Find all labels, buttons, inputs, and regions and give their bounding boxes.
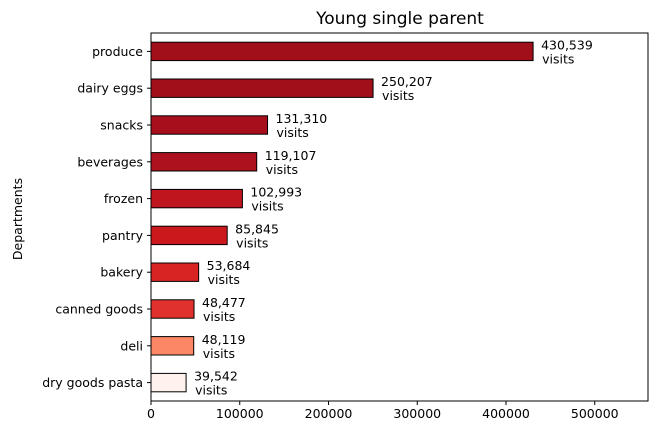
bar-snacks — [150, 115, 269, 135]
y-tick-label: beverages — [77, 154, 143, 169]
data-label-unit: visits — [203, 309, 235, 324]
data-label: 39,542 visits — [194, 369, 238, 398]
data-label-value: 53,684 — [207, 258, 251, 273]
plot-frame — [150, 32, 649, 402]
y-tick-label: produce — [92, 44, 143, 59]
data-label-value: 85,845 — [235, 221, 279, 236]
data-label: 85,845 visits — [235, 221, 279, 250]
y-tick-label: pantry — [102, 228, 144, 243]
data-label-unit: visits — [195, 383, 227, 398]
y-tick-label: canned goods — [55, 302, 143, 317]
data-label: 48,477 visits — [202, 295, 246, 324]
x-tick-label: 300000 — [393, 406, 441, 421]
data-label-unit: visits — [251, 199, 283, 214]
data-label: 119,107 visits — [265, 148, 317, 177]
y-tick-labels: produce dairy eggs snacks beverages frozen pa… — [42, 44, 151, 390]
y-tick-label: snacks — [100, 118, 143, 133]
data-label-value: 39,542 — [194, 369, 238, 384]
bar-dry-goods-pasta — [150, 372, 187, 393]
y-axis-label: Departments — [10, 178, 25, 260]
data-label-value: 48,119 — [202, 332, 246, 347]
data-label: 102,993 visits — [250, 185, 302, 214]
bar-pantry — [150, 225, 228, 246]
bar-frozen — [150, 188, 243, 209]
y-tick-label: bakery — [100, 265, 143, 280]
data-label-value: 430,539 — [541, 37, 593, 52]
bar-produce — [150, 41, 534, 62]
bar-canned-goods — [150, 299, 195, 319]
data-label-unit: visits — [542, 51, 574, 66]
x-tick-label: 400000 — [482, 406, 530, 421]
data-label-value: 250,207 — [381, 74, 433, 89]
chart-title: Young single parent — [315, 9, 484, 29]
data-label: 53,684 visits — [207, 258, 251, 287]
data-label-value: 131,310 — [276, 111, 328, 126]
data-label-value: 119,107 — [265, 148, 317, 163]
x-tick-label: 500000 — [571, 406, 619, 421]
x-tick-label: 200000 — [305, 406, 353, 421]
bar-bakery — [150, 262, 200, 282]
data-label: 430,539 visits — [541, 37, 593, 66]
data-label: 131,310 visits — [276, 111, 328, 140]
y-tick-label: dairy eggs — [77, 81, 143, 96]
data-label-unit: visits — [208, 272, 240, 287]
x-tick-label: 100000 — [216, 406, 264, 421]
bar-dairy-eggs — [150, 78, 374, 98]
data-label-unit: visits — [277, 125, 309, 140]
y-tick-label: deli — [120, 338, 143, 353]
data-label-unit: visits — [266, 162, 298, 177]
data-label-value: 102,993 — [250, 185, 302, 200]
data-label-unit: visits — [382, 88, 414, 103]
data-label-unit: visits — [236, 235, 268, 250]
y-tick-label: frozen — [104, 191, 143, 206]
data-label-value: 48,477 — [202, 295, 246, 310]
bar-deli — [150, 336, 195, 356]
data-label: 250,207 visits — [381, 74, 433, 103]
x-tick-label: 0 — [147, 406, 155, 421]
bar-beverages — [150, 152, 258, 172]
x-ticks: 0 100000 200000 300000 400000 500000 — [147, 401, 619, 421]
y-tick-label: dry goods pasta — [42, 375, 143, 390]
data-label-unit: visits — [203, 346, 235, 361]
data-label: 48,119 visits — [202, 332, 246, 361]
